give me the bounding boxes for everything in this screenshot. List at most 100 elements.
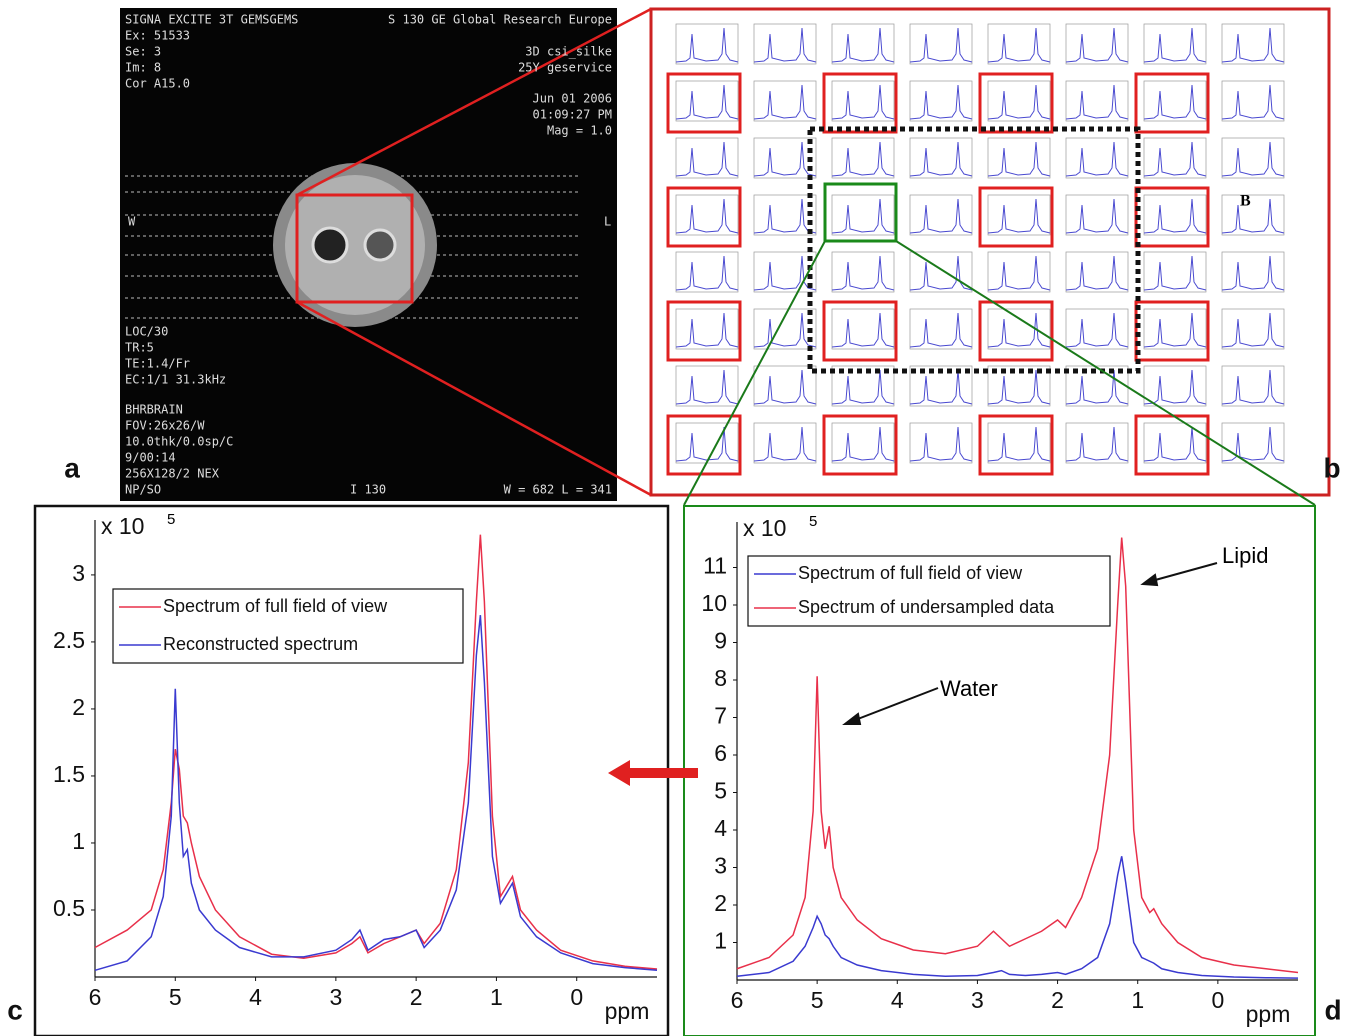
mini-plot-frame [753, 137, 817, 179]
mini-plot-frame [909, 23, 973, 65]
scanner-text: BHRBRAIN [125, 403, 183, 417]
mini-spectrum [1143, 255, 1207, 291]
mini-spectrum [1221, 312, 1285, 348]
highlight-box [666, 300, 742, 362]
y-tick-label: 6 [714, 740, 727, 766]
scanner-text: 01:09:27 PM [533, 108, 612, 122]
scanner-text: I 130 [350, 483, 386, 497]
mini-spectrum [753, 27, 817, 63]
legend-label: Spectrum of full field of view [798, 563, 1023, 583]
scanner-text: SIGNA EXCITE 3T GEMSGEMS [125, 13, 298, 27]
panel-label: d [1324, 994, 1341, 1025]
mini-plot-frame [831, 23, 895, 65]
mini-plot-frame [1221, 308, 1285, 350]
mini-spectrum [831, 312, 895, 348]
mini-plot-frame [675, 251, 739, 293]
highlight-box [666, 72, 742, 134]
scanner-text: TR:5 [125, 341, 154, 355]
scanner-text: L [604, 215, 611, 229]
mini-spectrum [1221, 369, 1285, 405]
mini-spectrum [675, 255, 739, 291]
y-tick-label: 11 [703, 553, 727, 579]
y-tick-label: 1.5 [53, 761, 85, 787]
y-tick-label: 9 [714, 628, 727, 654]
y-tick-label: 7 [714, 703, 727, 729]
mini-spectrum [987, 198, 1051, 234]
mini-spectrum [987, 369, 1051, 405]
mini-plot-frame [831, 251, 895, 293]
legend-box [747, 555, 1111, 627]
mini-plot-frame [1143, 137, 1207, 179]
spectrum-line [736, 537, 1299, 974]
dotted-region [807, 126, 1141, 374]
highlight-box [1134, 72, 1210, 134]
highlight-box [822, 300, 898, 362]
y-tick-label: 2.5 [53, 627, 85, 653]
mini-spectrum [1143, 84, 1207, 120]
mini-spectrum [753, 141, 817, 177]
mini-plot-frame [987, 194, 1051, 236]
mini-plot-frame [1065, 23, 1129, 65]
mini-plot-frame [1221, 251, 1285, 293]
highlight-box [1134, 300, 1210, 362]
mini-spectrum [675, 84, 739, 120]
zoom-lines-green [683, 240, 1316, 506]
zoom-lines [296, 7, 652, 497]
highlight-box [666, 414, 742, 476]
mini-spectrum [987, 312, 1051, 348]
mini-plot-frame [1143, 251, 1207, 293]
mini-plot-frame [1143, 308, 1207, 350]
mini-spectrum [909, 255, 973, 291]
mini-plot-frame [831, 422, 895, 464]
mini-spectrum [675, 141, 739, 177]
mini-spectrum [909, 84, 973, 120]
panel-label: b [1323, 452, 1340, 483]
mini-spectrum [831, 369, 895, 405]
mini-spectrum [753, 84, 817, 120]
mini-spectrum [1065, 255, 1129, 291]
scanner-text: Mag = 1.0 [547, 124, 612, 138]
mini-spectrum [1221, 198, 1285, 234]
roi-box [295, 193, 414, 304]
mini-spectrum [831, 84, 895, 120]
legend-box [112, 588, 464, 664]
x-tick-label: 6 [731, 987, 744, 1013]
mini-spectrum [987, 84, 1051, 120]
mini-spectrum [831, 27, 895, 63]
scanner-text: 10.0thk/0.0sp/C [125, 435, 233, 449]
x-tick-label: 5 [811, 987, 824, 1013]
mini-plot-frame [675, 137, 739, 179]
mini-spectrum [1065, 198, 1129, 234]
legend-label: Reconstructed spectrum [163, 634, 358, 654]
mini-plot-frame [1143, 80, 1207, 122]
mini-spectrum [1221, 27, 1285, 63]
scanner-text: Im: 8 [125, 61, 161, 75]
annotation: Water [940, 676, 998, 701]
mini-spectrum [987, 255, 1051, 291]
mini-plot-frame [675, 308, 739, 350]
mini-plot-frame [753, 422, 817, 464]
panel-label: c [7, 994, 23, 1025]
scanner-text: W = 682 L = 341 [504, 483, 612, 497]
mini-spectrum [1221, 426, 1285, 462]
mini-plot-frame [1143, 194, 1207, 236]
scanner-text: Cor A15.0 [125, 77, 190, 91]
mini-plot-frame [987, 23, 1051, 65]
highlight-box [822, 72, 898, 134]
legend-label: Spectrum of full field of view [163, 596, 388, 616]
highlight-box [978, 414, 1054, 476]
scanner-text: 3D csi_silke [525, 45, 612, 59]
mini-plot-frame [909, 251, 973, 293]
mini-spectrum [909, 312, 973, 348]
x-tick-label: 1 [1131, 987, 1144, 1013]
mini-plot-frame [831, 308, 895, 350]
scanner-text: Se: 3 [125, 45, 161, 59]
mini-plot-frame [1221, 365, 1285, 407]
mini-spectrum [1065, 84, 1129, 120]
mini-spectrum [1143, 27, 1207, 63]
mini-spectrum [1065, 369, 1129, 405]
mini-plot-frame [831, 365, 895, 407]
x-tick-label: 3 [971, 987, 984, 1013]
y-tick-label: 1 [72, 828, 85, 854]
vial [311, 226, 349, 264]
